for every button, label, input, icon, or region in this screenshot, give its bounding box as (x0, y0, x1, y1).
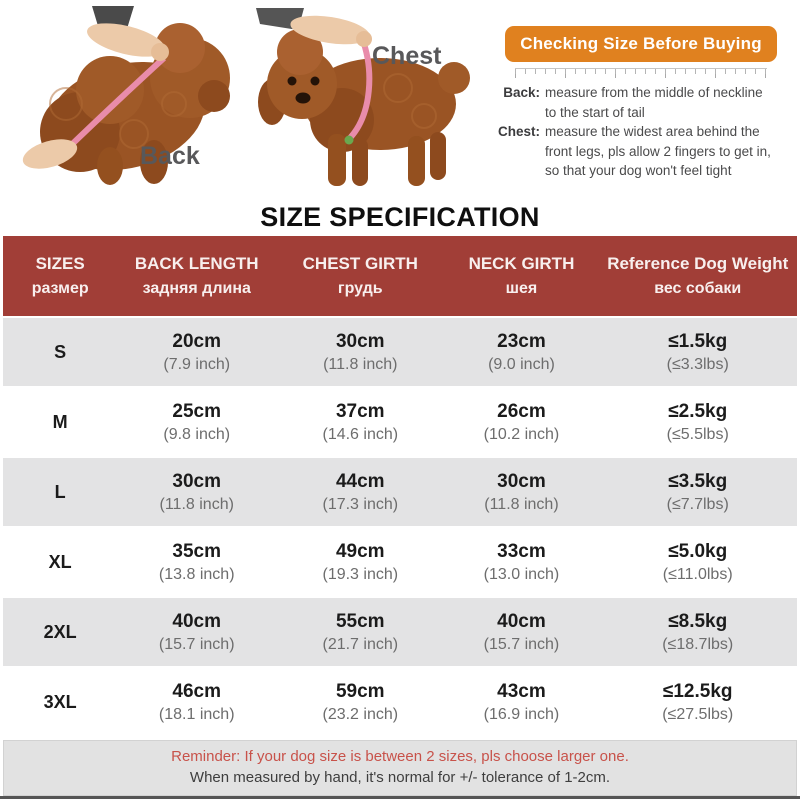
weight-cell: ≤8.5kg (≤18.7lbs) (662, 610, 734, 653)
back-photo-label: Back (140, 142, 200, 170)
size-cell: S (54, 341, 67, 362)
neck-girth-cell: 43cm (16.9 inch) (483, 680, 560, 723)
chest-photo-label: Chest (372, 42, 442, 70)
size-row-m: M 25cm (9.8 inch) 37cm (14.6 inch) 26cm (10… (3, 386, 797, 456)
back-term: Back: (503, 85, 540, 100)
size-cell: XL (48, 551, 72, 572)
size-row-s: S 20cm (7.9 inch) 30cm (11.8 inch) 23cm (9.… (3, 316, 797, 386)
size-cell: L (54, 481, 66, 502)
reminder-text: Reminder: If your dog size is between 2 … (171, 748, 629, 765)
back-length-cell: 20cm (7.9 inch) (163, 330, 231, 373)
back-length-cell: 30cm (11.8 inch) (159, 470, 234, 513)
chest-girth-cell: 37cm (14.6 inch) (322, 400, 399, 443)
weight-cell: ≤3.5kg (≤7.7lbs) (666, 470, 729, 513)
section-title: SIZE SPECIFICATION (260, 202, 540, 232)
weight-cell: ≤12.5kg (≤27.5lbs) (662, 680, 734, 723)
measuring-instructions: Checking Size Before Buying Back: measur… (488, 26, 794, 181)
measuring-guide-section: Back Chest Checking Siz (0, 0, 800, 200)
weight-cell: ≤1.5kg (≤3.3lbs) (666, 330, 729, 373)
size-cell: 3XL (43, 691, 77, 712)
col-header-sizes: SIZES размер (31, 254, 89, 297)
weight-cell: ≤5.0kg (≤11.0lbs) (662, 540, 733, 583)
chest-girth-cell: 30cm (11.8 inch) (323, 330, 398, 373)
back-length-cell: 25cm (9.8 inch) (163, 400, 231, 443)
neck-girth-cell: 30cm (11.8 inch) (484, 470, 559, 513)
neck-girth-cell: 33cm (13.0 inch) (483, 540, 560, 583)
col-header-dog-weight: Reference Dog Weight вес собаки (607, 254, 789, 297)
checking-size-badge: Checking Size Before Buying (505, 26, 777, 62)
back-length-cell: 46cm (18.1 inch) (158, 680, 235, 723)
back-instruction-line2: to the start of tail (545, 104, 645, 120)
size-row-l: L 30cm (11.8 inch) 44cm (17.3 inch) 30cm (1… (3, 456, 797, 526)
back-length-cell: 40cm (15.7 inch) (158, 610, 235, 653)
neck-girth-cell: 23cm (9.0 inch) (488, 330, 555, 373)
size-cell: M (52, 411, 68, 432)
dog-chest-measure-photo (256, 8, 470, 186)
size-spec-table: SIZES размер BACK LENGTH задняя длина CH… (3, 236, 797, 736)
bottom-divider (0, 796, 800, 799)
size-row-xl: XL 35cm (13.8 inch) 49cm (19.3 inch) 33cm(… (3, 526, 797, 596)
col-header-chest-girth: CHEST GIRTH грудь (302, 254, 418, 297)
chest-instruction-line1: measure the widest area behind the (545, 124, 760, 139)
chest-girth-cell: 55cm (21.7 inch) (322, 610, 399, 653)
chest-instruction-line2: front legs, pls allow 2 fingers to get i… (545, 143, 771, 159)
col-header-back-length: BACK LENGTH задняя длина (134, 254, 259, 297)
ruler-icon (515, 68, 767, 78)
size-cell: 2XL (43, 621, 77, 642)
back-instruction-line1: measure from the middle of neckline (545, 85, 763, 100)
col-header-neck-girth: NECK GIRTH шея (468, 254, 575, 297)
chest-instruction-line3: so that your dog won't feel tight (545, 163, 732, 178)
chest-girth-cell: 49cm (19.3 inch) (322, 540, 399, 583)
neck-girth-cell: 26cm (10.2 inch) (483, 400, 560, 443)
neck-girth-cell: 40cm (15.7 inch) (483, 610, 560, 653)
reminder-footer: Reminder: If your dog size is between 2 … (3, 740, 797, 796)
dog-back-measure-photo (22, 6, 230, 185)
chest-girth-cell: 59cm (23.2 inch) (322, 680, 399, 723)
chest-term: Chest: (497, 124, 540, 139)
size-row-2xl: 2XL 40cm (15.7 inch) 55cm (21.7 inch) 40cm… (3, 596, 797, 666)
weight-cell: ≤2.5kg (≤5.5lbs) (666, 400, 729, 443)
chest-girth-cell: 44cm (17.3 inch) (322, 470, 399, 513)
instruction-list: Back: measure from the middle of necklin… (488, 83, 794, 181)
back-length-cell: 35cm (13.8 inch) (158, 540, 235, 583)
size-row-3xl: 3XL 46cm (18.1 inch) 59cm (23.2 inch) 43cm… (3, 666, 797, 736)
tolerance-text: When measured by hand, it's normal for +… (189, 769, 611, 786)
table-header-row: SIZES размер BACK LENGTH задняя длина CH… (3, 236, 797, 316)
